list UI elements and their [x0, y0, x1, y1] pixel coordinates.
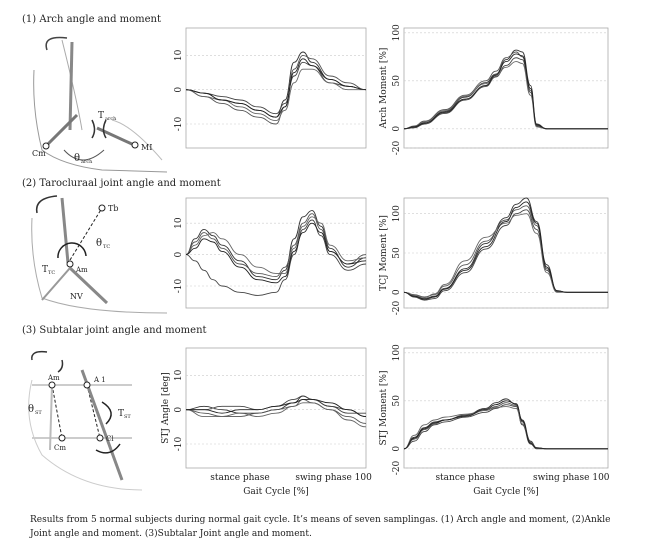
y-tick-label: 100 [392, 344, 402, 361]
mi-marker [131, 141, 139, 149]
series-line-4 [403, 406, 608, 450]
talocrural-diagram: Tb θ TC T TC Am NV [31, 195, 168, 314]
label-cm: Cm [32, 149, 46, 158]
series-line-4 [185, 402, 367, 428]
label-theta-tc: θ [96, 238, 102, 249]
arch-angle-chart: -10 0 10 [174, 27, 367, 149]
subtalar-diagram: Am A 1 θ ST T ST Cm Cl [28, 350, 143, 491]
series-line-4 [403, 213, 608, 299]
plot-frame [403, 347, 609, 469]
series-line-1 [403, 197, 608, 300]
y-axis-label: Arch Moment [%] [379, 48, 389, 130]
plot-frame [185, 27, 367, 149]
label-tb: Tb [108, 204, 118, 213]
y-tick-label: -20 [392, 140, 402, 155]
y-tick-label: 50 [392, 247, 402, 259]
section-title-arch: (1) Arch angle and moment [22, 14, 162, 25]
series-line-5 [403, 400, 608, 450]
y-axis-label: STJ Angle [deg] [161, 372, 171, 444]
section-title-talocrural: (2) Tarocluraal joint angle and moment [22, 178, 221, 189]
y-tick-label: 50 [392, 75, 402, 87]
y-tick-label: 100 [392, 205, 402, 222]
y-tick-label: 10 [174, 217, 184, 229]
cm-marker [42, 142, 50, 150]
label-nv: NV [70, 292, 83, 301]
plot-frame [185, 197, 367, 309]
series-line-5 [185, 222, 367, 284]
series-line-3 [185, 61, 367, 115]
svg-text:arch: arch [81, 159, 93, 165]
x-tick-label: swing phase 100 [295, 473, 372, 483]
svg-text:ST: ST [124, 414, 131, 420]
series-line-5 [186, 398, 367, 418]
series-line-4 [185, 216, 367, 274]
series-line-5 [403, 53, 608, 130]
series-line-2 [403, 205, 608, 298]
y-tick-label: -10 [174, 278, 184, 293]
series-line-5 [403, 201, 608, 300]
y-tick-label: -10 [174, 116, 184, 131]
y-tick-label: 0 [174, 87, 184, 93]
series-line-3 [185, 219, 367, 296]
series-line-5 [185, 58, 367, 118]
label-cl: Cl [106, 435, 114, 443]
y-tick-label: 10 [174, 49, 184, 61]
x-axis-label: Gait Cycle [%] [473, 487, 539, 497]
y-tick-label: -10 [174, 436, 184, 451]
label-t-tc: T [42, 265, 48, 275]
y-tick-label: 0 [174, 251, 184, 257]
y-tick-label: 0 [392, 446, 402, 452]
figure-caption: Results from 5 normal subjects during no… [30, 515, 611, 539]
label-theta-arch: θ [74, 153, 80, 164]
x-tick-label: stance phase [210, 473, 270, 483]
label-am: Am [75, 266, 88, 274]
y-tick-label: 10 [174, 369, 184, 381]
y-axis-label: STJ Moment [%] [379, 371, 389, 446]
label-a1: A 1 [93, 376, 106, 384]
svg-text:ST: ST [35, 410, 42, 416]
y-tick-label: 0 [174, 407, 184, 413]
y-tick-label: 100 [392, 24, 402, 41]
plot-frame [403, 27, 609, 149]
y-tick-label: 0 [392, 289, 402, 295]
x-axis-label: Gait Cycle [%] [243, 487, 309, 497]
arch-diagram: T arch θ arch Cm MI [32, 36, 168, 173]
y-tick-label: -20 [392, 460, 402, 475]
label-cm-st: Cm [54, 444, 66, 452]
y-tick-label: -20 [392, 300, 402, 315]
tc-angle-chart: -10 0 10 [174, 197, 367, 309]
section-title-subtalar: (3) Subtalar joint angle and moment [22, 325, 207, 336]
svg-text:TC: TC [48, 270, 55, 276]
series-line-2 [403, 402, 608, 450]
series-line-3 [403, 404, 608, 450]
series-line-3 [186, 395, 366, 414]
label-mi: MI [141, 143, 152, 152]
label-am-st: Am [47, 374, 60, 382]
svg-text:arch: arch [105, 116, 117, 122]
label-t-st: T [118, 409, 124, 419]
label-t-arch: T [98, 111, 104, 121]
x-tick-label: swing phase 100 [533, 473, 610, 483]
plot-frame [185, 347, 367, 469]
y-tick-label: 50 [392, 395, 402, 407]
svg-text:TC: TC [103, 244, 110, 250]
series-line-1 [185, 210, 367, 281]
y-tick-label: 0 [392, 126, 402, 132]
y-axis-label: TCJ Moment [%] [379, 215, 389, 291]
x-tick-label: stance phase [435, 473, 495, 483]
label-theta-st: θ [28, 404, 34, 415]
